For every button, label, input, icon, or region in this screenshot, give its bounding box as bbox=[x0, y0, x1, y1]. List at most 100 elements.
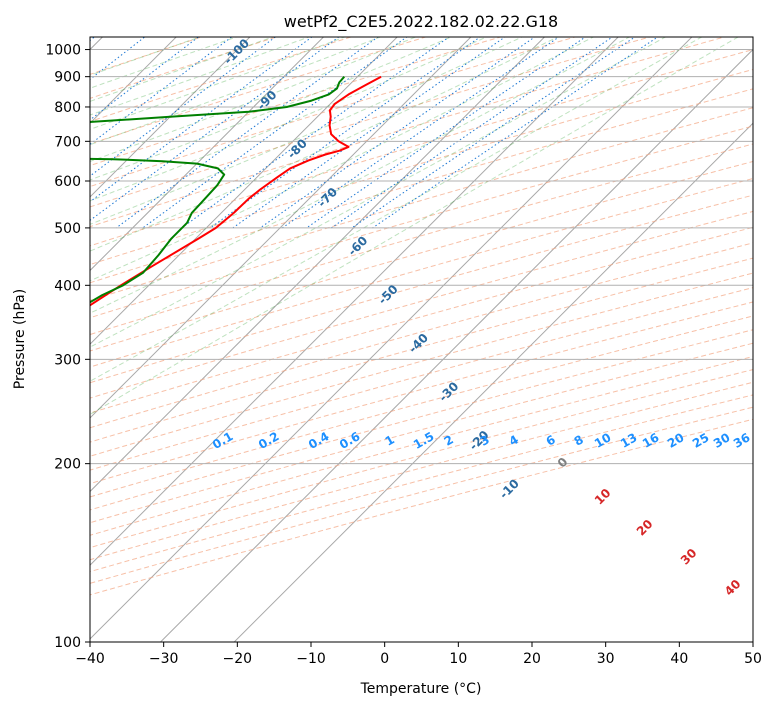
y-tick-label: 1000 bbox=[45, 43, 81, 59]
mixing-ratio-line bbox=[259, 37, 536, 229]
dry-adiabat-label: -60 bbox=[345, 233, 370, 258]
dry-adiabat-line bbox=[90, 107, 753, 301]
dry-adiabat-line bbox=[90, 125, 753, 319]
mixing-ratio-label: 0.2 bbox=[256, 429, 281, 452]
mixing-ratio-label: 0.6 bbox=[337, 429, 362, 452]
dry-adiabat-label: -10 bbox=[497, 476, 522, 501]
moist-adiabat-line bbox=[90, 37, 382, 146]
plot-area: -100-90-80-70-60-50-40-30-20-100.1 0.2 0.4… bbox=[90, 36, 753, 642]
x-tick-label: −30 bbox=[149, 651, 179, 667]
isotherm-line bbox=[90, 37, 251, 198]
mixing-ratio-label: 0.1 bbox=[210, 429, 235, 452]
temperature-profile-line bbox=[90, 75, 382, 307]
x-axis-title: Temperature (°C) bbox=[360, 681, 482, 697]
mixing-ratio-line bbox=[372, 37, 659, 229]
y-axis: 1000 900 800 700 600 500 400 300 200 100 bbox=[45, 43, 90, 651]
y-tick-label: 300 bbox=[54, 352, 81, 368]
mixing-ratio-line bbox=[90, 37, 313, 203]
moist-adiabat-label: 0 bbox=[555, 455, 571, 471]
x-tick-label: −20 bbox=[223, 651, 253, 667]
moist-adiabat-line bbox=[90, 37, 238, 89]
mixing-ratio-label: 13 bbox=[618, 430, 639, 450]
dry-adiabat-line bbox=[90, 242, 753, 429]
mixing-ratio-label: 4 bbox=[507, 432, 521, 448]
mixing-ratio-label: 20 bbox=[665, 430, 686, 450]
dry-adiabat-line bbox=[90, 160, 753, 352]
mixing-ratio-line bbox=[232, 37, 506, 229]
dry-adiabat-line bbox=[90, 143, 753, 336]
mixing-ratio-label: 16 bbox=[640, 430, 661, 450]
dry-adiabat-line bbox=[90, 355, 753, 536]
mixing-ratio-label: 1.5 bbox=[411, 429, 436, 452]
x-axis: −40 −30 −20 −10 0 10 20 30 40 50 bbox=[75, 642, 762, 667]
dry-adiabat-line bbox=[90, 301, 753, 485]
mixing-ratio-label: 25 bbox=[690, 430, 711, 450]
moist-adiabat-line bbox=[90, 37, 311, 116]
moist-adiabat-line bbox=[90, 37, 524, 225]
x-tick-label: −40 bbox=[75, 651, 105, 667]
dry-adiabat-line bbox=[90, 49, 753, 247]
dry-adiabat-line bbox=[90, 37, 727, 228]
plot-frame bbox=[89, 36, 754, 643]
y-tick-label: 700 bbox=[54, 134, 81, 150]
dry-adiabat-line bbox=[90, 381, 753, 561]
dry-adiabat-line bbox=[90, 342, 753, 524]
dry-adiabat-line bbox=[90, 68, 753, 266]
dry-adiabat-line bbox=[90, 37, 204, 75]
mixing-ratio-label: 36 bbox=[731, 430, 752, 450]
dry-adiabat-line bbox=[90, 257, 753, 443]
pressure-gridlines bbox=[90, 49, 753, 642]
y-tick-label: 200 bbox=[54, 457, 81, 473]
x-tick-label: 40 bbox=[670, 651, 688, 667]
dry-adiabat-line bbox=[90, 194, 753, 384]
y-axis-title: Pressure (hPa) bbox=[12, 289, 28, 389]
y-tick-label: 900 bbox=[54, 70, 81, 86]
isotherm-line bbox=[90, 37, 546, 493]
moist-adiabat-line bbox=[90, 37, 631, 314]
moist-adiabat-line bbox=[90, 37, 740, 415]
x-tick-label: 30 bbox=[597, 651, 615, 667]
moist-adiabat-label: 40 bbox=[722, 577, 744, 599]
y-tick-label: 100 bbox=[54, 635, 81, 651]
mixing-ratio-label: 10 bbox=[592, 430, 613, 450]
dry-adiabat-line bbox=[90, 287, 753, 471]
moist-adiabat-line bbox=[90, 37, 488, 202]
dry-adiabat-line bbox=[90, 394, 753, 573]
dry-adiabat-label: -40 bbox=[406, 331, 431, 356]
mixing-ratio-label: 8 bbox=[572, 432, 586, 448]
mixing-ratio-label: 1 bbox=[383, 432, 397, 448]
y-tick-label: 600 bbox=[54, 174, 81, 190]
dry-adiabat-line bbox=[90, 272, 753, 457]
moist-adiabat-line bbox=[90, 37, 559, 252]
dry-adiabat-line bbox=[90, 37, 278, 99]
dry-adiabat-line bbox=[90, 329, 753, 511]
dry-adiabat-line bbox=[90, 177, 753, 368]
moist-adiabat-line bbox=[90, 37, 202, 76]
profile-series bbox=[90, 75, 382, 307]
moist-adiabat-line bbox=[90, 37, 453, 181]
moist-adiabat-label: 20 bbox=[634, 517, 656, 539]
isotherm-line bbox=[90, 37, 472, 419]
dry-adiabat-label: -80 bbox=[285, 136, 310, 161]
dry-adiabat-label: -50 bbox=[376, 282, 401, 307]
y-tick-label: 400 bbox=[54, 278, 81, 294]
background-lines bbox=[90, 37, 753, 642]
isotherm-line bbox=[233, 122, 753, 642]
dry-adiabat-line bbox=[90, 37, 652, 208]
y-tick-label: 500 bbox=[54, 221, 81, 237]
moist-adiabat-line bbox=[90, 37, 347, 130]
dry-adiabat-label: -100 bbox=[221, 36, 252, 67]
dry-adiabat-line bbox=[90, 37, 577, 188]
isotherm-line bbox=[90, 37, 398, 345]
moist-adiabat-line bbox=[90, 37, 418, 162]
dry-adiabat-line bbox=[90, 210, 753, 399]
mixing-ratio-label: 30 bbox=[711, 430, 732, 450]
y-tick-label: 800 bbox=[54, 100, 81, 116]
x-tick-label: 0 bbox=[380, 651, 389, 667]
mixing-ratio-label: 2 bbox=[442, 432, 456, 448]
dry-adiabat-line bbox=[90, 406, 753, 584]
dry-adiabat-line bbox=[90, 418, 753, 596]
moist-adiabat-label: 10 bbox=[592, 486, 614, 508]
dry-adiabat-line bbox=[90, 369, 753, 549]
